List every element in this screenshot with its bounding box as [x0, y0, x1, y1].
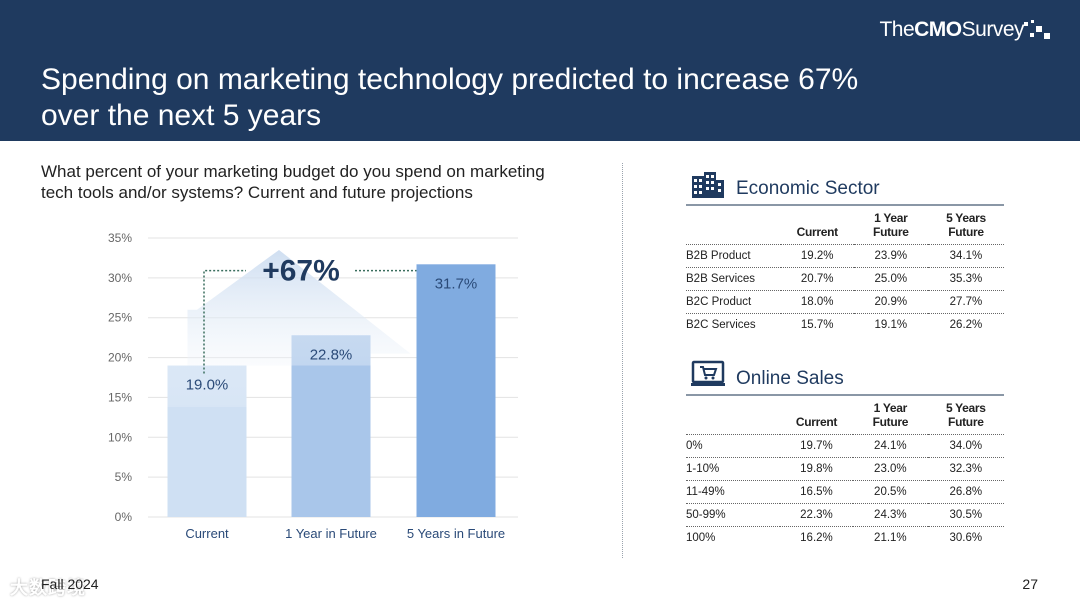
- survey-question: What percent of your marketing budget do…: [41, 161, 601, 203]
- y-tick-label: 15%: [108, 390, 132, 404]
- bar: [416, 264, 496, 517]
- title-line-2: over the next 5 years: [41, 99, 322, 132]
- table-header-cell: 5 Years Future: [927, 396, 1004, 435]
- table-cell: 21.1%: [874, 532, 907, 544]
- table-header-cell: Current: [779, 396, 854, 435]
- table-header-row: Current 1 Year Future 5 Years Future: [686, 396, 1004, 435]
- table-cell: 18.0%: [780, 290, 854, 314]
- online-sales-header: Online Sales: [686, 360, 1004, 396]
- table-header-cell: 1 Year Future: [853, 206, 928, 245]
- growth-arrow-shape: [167, 249, 411, 407]
- table-cell: 30.6%: [949, 532, 983, 544]
- table-cell: 20.9%: [853, 290, 928, 314]
- growth-annotation: +67%: [262, 255, 340, 288]
- table-row: 0% 19.7% 24.1% 34.0%: [686, 434, 1004, 458]
- table-row: 50-99% 22.3% 24.3% 30.5%: [686, 503, 1004, 527]
- x-tick-label: 1 Year in Future: [285, 526, 377, 541]
- table-row: 1-10% 19.8% 23.0% 32.3%: [686, 457, 1004, 481]
- header-banner: TheCMOSurvey Spending on marketing techn…: [0, 0, 1080, 141]
- data-label: 31.7%: [435, 275, 478, 292]
- table-cell: 0%: [686, 434, 780, 458]
- watermark-text: 大数跨境: [10, 578, 86, 598]
- buildings-icon: [692, 172, 724, 198]
- table-row: B2C Services 15.7% 19.1% 26.2%: [686, 314, 1004, 337]
- table-header-cell: [686, 206, 781, 245]
- table-header-cell: Current: [780, 206, 854, 245]
- table-cell: 25.0%: [853, 267, 928, 291]
- bar-chart: 0% 5% 10% 15% 20% 25% 30% 35% +67% 19.0% 22.8% 31.7…: [108, 231, 518, 541]
- question-line-1: What percent of your marketing budget do…: [41, 162, 545, 181]
- y-tick-label: 20%: [108, 351, 132, 365]
- table-cell: 1-10%: [686, 457, 780, 481]
- question-line-2: tech tools and/or systems? Current and f…: [41, 183, 473, 202]
- x-tick-label: Current: [185, 526, 229, 541]
- data-label: 19.0%: [186, 377, 229, 394]
- table-cell: B2B Product: [686, 244, 781, 268]
- page-number: 27: [1022, 576, 1038, 592]
- title-line-1: Spending on marketing technology predict…: [41, 63, 859, 96]
- table-cell: 32.3%: [927, 457, 1004, 481]
- table-cell: 50-99%: [686, 503, 780, 527]
- online-sales-panel: Online Sales Current 1 Year Future 5 Year…: [686, 360, 1004, 549]
- y-tick-label: 5%: [115, 470, 133, 484]
- economic-sector-panel: Economic Sector Current 1 Year Future 5 Y…: [686, 170, 1004, 336]
- table-cell: B2B Services: [686, 267, 781, 291]
- table-header-cell: 5 Years Future: [927, 206, 1004, 245]
- table-cell: 16.2%: [800, 532, 833, 544]
- table-cell: 24.1%: [853, 434, 928, 458]
- table-cell: 24.3%: [853, 503, 928, 527]
- table-cell: 23.9%: [853, 244, 928, 268]
- brand-logo: TheCMOSurvey: [879, 18, 1024, 42]
- table-cell: 19.2%: [780, 244, 854, 268]
- table-row: B2B Services 20.7% 25.0% 35.3%: [686, 267, 1004, 291]
- table-cell: 19.7%: [779, 434, 854, 458]
- table-cell: 15.7%: [800, 319, 834, 331]
- online-sales-title: Online Sales: [736, 368, 844, 389]
- table-cell: 27.7%: [927, 290, 1004, 314]
- table-cell: 100%: [686, 532, 716, 544]
- footer-edition: Fall 2024: [41, 576, 99, 592]
- y-tick-label: 30%: [108, 271, 132, 285]
- table-cell: 34.0%: [927, 434, 1004, 458]
- table-header-cell: 1 Year Future: [853, 396, 928, 435]
- table-row: B2B Product 19.2% 23.9% 34.1%: [686, 244, 1004, 268]
- y-tick-label: 10%: [108, 430, 132, 444]
- economic-sector-title: Economic Sector: [736, 178, 880, 199]
- table-row: 100% 16.2% 21.1% 30.6%: [686, 527, 1004, 550]
- economic-sector-header: Economic Sector: [686, 170, 1004, 206]
- table-cell: B2C Services: [686, 319, 756, 331]
- page-title: Spending on marketing technology predict…: [41, 62, 941, 134]
- brand-the: The: [879, 18, 915, 41]
- table-row: 11-49% 16.5% 20.5% 26.8%: [686, 480, 1004, 504]
- table-cell: 35.3%: [927, 267, 1004, 291]
- table-cell: 20.5%: [853, 480, 928, 504]
- section-divider: [622, 163, 623, 558]
- table-cell: 26.8%: [927, 480, 1004, 504]
- economic-sector-table: Current 1 Year Future 5 Years Future B2B P…: [686, 206, 1004, 336]
- data-label: 22.8%: [310, 346, 353, 363]
- table-cell: 34.1%: [927, 244, 1004, 268]
- table-cell: 19.1%: [874, 319, 908, 331]
- table-row: B2C Product 18.0% 20.9% 27.7%: [686, 290, 1004, 314]
- table-cell: 20.7%: [780, 267, 854, 291]
- table-header-row: Current 1 Year Future 5 Years Future: [686, 206, 1004, 245]
- y-tick-label: 25%: [108, 311, 132, 325]
- table-cell: 30.5%: [927, 503, 1004, 527]
- brand-survey: Survey: [961, 18, 1025, 41]
- table-cell: B2C Product: [686, 290, 781, 314]
- table-cell: 11-49%: [686, 480, 780, 504]
- logo-dots-icon: [1024, 20, 1050, 39]
- table-cell: 16.5%: [779, 480, 854, 504]
- cart-monitor-icon: [691, 360, 725, 386]
- table-header-cell: [686, 396, 780, 435]
- y-tick-label: 0%: [115, 510, 133, 524]
- brand-cmo: CMO: [914, 18, 962, 41]
- table-cell: 26.2%: [949, 319, 983, 331]
- table-cell: 23.0%: [853, 457, 928, 481]
- online-sales-table: Current 1 Year Future 5 Years Future 0% 19…: [686, 396, 1004, 549]
- table-cell: 19.8%: [779, 457, 854, 481]
- y-tick-label: 35%: [108, 231, 132, 245]
- table-cell: 22.3%: [779, 503, 854, 527]
- x-tick-label: 5 Years in Future: [407, 526, 505, 541]
